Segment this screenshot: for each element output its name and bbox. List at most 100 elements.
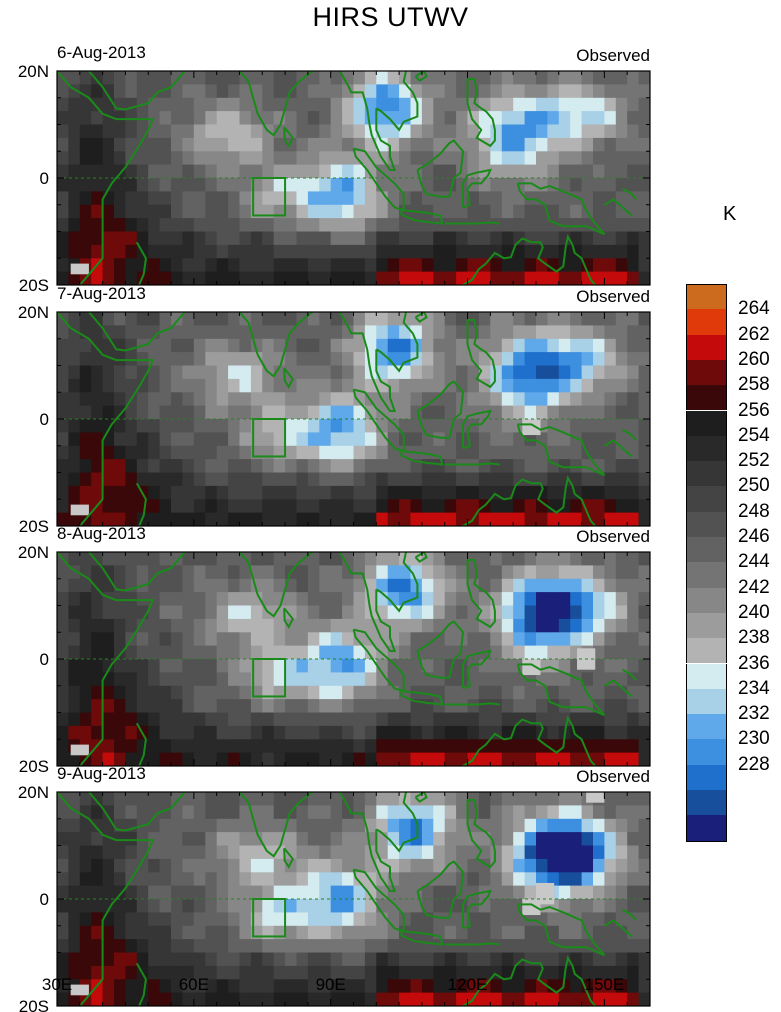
coastline — [414, 552, 428, 563]
colorbar-label: 244 — [738, 551, 770, 573]
x-tick-label: 90E — [315, 975, 346, 994]
colorbar-swatch — [686, 284, 727, 311]
coastline — [622, 908, 638, 922]
coastline — [416, 139, 465, 198]
coastline — [221, 71, 315, 137]
map-panel: 9-Aug-2013 Observed 20N 0 20S — [0, 764, 781, 1012]
y-tick-label: 20N — [18, 783, 49, 802]
coastline — [135, 962, 147, 1006]
colorbar-swatch — [686, 359, 727, 386]
coastline — [416, 380, 465, 439]
coastline — [622, 668, 638, 682]
coastline — [352, 868, 405, 933]
coastline — [375, 552, 419, 613]
coastline — [57, 792, 155, 1006]
panel-observed-label: Observed — [576, 287, 650, 306]
coastline — [352, 147, 405, 212]
panel-date-label: 9-Aug-2013 — [57, 764, 146, 783]
coastline — [400, 930, 444, 946]
colorbar-label: 250 — [738, 475, 770, 497]
colorbar-label: 258 — [738, 374, 770, 396]
colorbar-swatch — [686, 587, 727, 613]
x-axis-labels: 30E 60E 90E 120E 150E — [0, 975, 781, 1005]
coastline — [221, 312, 315, 378]
colorbar-swatch — [686, 663, 727, 689]
coastline — [444, 942, 500, 946]
colorbar-label: 232 — [738, 703, 770, 725]
colorbar-swatch — [686, 334, 727, 360]
utwv-field — [57, 71, 650, 285]
colorbar-swatch — [686, 410, 727, 436]
coastline — [338, 71, 397, 171]
colorbar-label: 262 — [738, 323, 770, 345]
colorbar-unit: K — [723, 203, 737, 225]
colorbar-swatch — [686, 537, 727, 563]
coastline — [375, 71, 419, 132]
coastline — [414, 312, 428, 323]
coastline — [414, 792, 428, 803]
colorbar-label: 234 — [738, 677, 770, 699]
y-tick-label: 0 — [40, 890, 49, 909]
colorbar-swatch — [686, 612, 727, 639]
coastline — [459, 475, 597, 526]
coastline — [516, 423, 606, 477]
utwv-field — [57, 792, 650, 1006]
coastline — [400, 690, 444, 706]
coastline — [400, 450, 444, 466]
region-box — [252, 658, 287, 698]
x-tick-label: 30E — [41, 975, 73, 994]
coastline — [400, 209, 444, 225]
x-tick-label: 150E — [584, 975, 625, 994]
coastline — [466, 78, 496, 148]
coastline — [459, 955, 597, 1006]
y-tick-label: 20N — [18, 303, 49, 322]
coastline — [338, 552, 397, 652]
colorbar-swatch — [686, 764, 727, 790]
coastline — [221, 552, 315, 618]
coastline — [466, 799, 496, 869]
colorbar-swatch — [686, 435, 727, 462]
coastline — [375, 312, 419, 373]
coastline — [416, 620, 465, 679]
colorbar-label: 248 — [738, 500, 770, 522]
coastline — [283, 126, 294, 148]
panel-map: 20N 0 20S — [18, 62, 651, 295]
colorbar-swatch — [686, 309, 727, 335]
coastline — [57, 552, 155, 766]
coastline — [88, 552, 186, 592]
coastline — [135, 241, 147, 285]
utwv-field — [57, 312, 650, 526]
y-tick-label: 20S — [19, 997, 49, 1012]
coastline — [444, 221, 500, 225]
coastline — [516, 182, 606, 236]
colorbar-label: 242 — [738, 576, 770, 598]
panel-date-label: 7-Aug-2013 — [57, 284, 146, 303]
x-tick-label: 120E — [447, 975, 488, 994]
colorbar-swatch — [686, 562, 727, 588]
panel-observed-label: Observed — [576, 527, 650, 546]
colorbar-label: 230 — [738, 728, 770, 750]
coastline — [603, 919, 633, 938]
coastline — [88, 71, 186, 111]
coastline — [338, 312, 397, 412]
colorbar-label: 264 — [738, 298, 770, 320]
colorbar-swatch — [686, 461, 727, 487]
coastline — [444, 702, 500, 706]
y-tick-label: 20S — [19, 757, 49, 776]
map-panel: 6-Aug-2013 Observed 20N 0 20S — [0, 43, 781, 295]
coastline — [135, 722, 147, 766]
x-tick-label: 60E — [178, 975, 209, 994]
colorbar-swatch — [686, 688, 727, 715]
colorbar-swatch — [686, 385, 727, 411]
colorbar-swatch — [686, 739, 727, 765]
panel-date-label: 8-Aug-2013 — [57, 524, 146, 543]
coastline — [283, 367, 294, 389]
colorbar-swatch — [686, 638, 727, 664]
coastline — [466, 319, 496, 389]
colorbar-swatch — [686, 790, 727, 816]
utwv-field — [57, 552, 650, 766]
coastline — [516, 903, 606, 957]
coastline — [466, 559, 496, 629]
colorbar-label: 228 — [738, 753, 770, 775]
coastline — [459, 715, 597, 766]
